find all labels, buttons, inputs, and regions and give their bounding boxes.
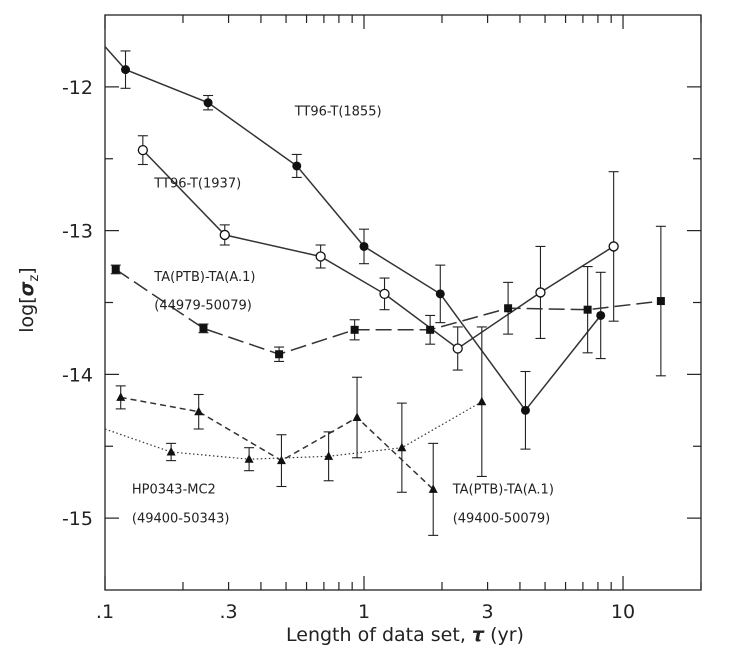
data-point [352, 412, 362, 421]
data-point [426, 325, 435, 334]
data-point [292, 161, 302, 171]
series-annotation: (44979-50079) [154, 299, 252, 314]
data-point [379, 288, 390, 300]
data-point [116, 392, 126, 401]
data-point [199, 324, 208, 333]
data-point [596, 310, 606, 320]
series-1 [137, 135, 619, 371]
y-tick-label: -13 [62, 221, 93, 243]
data-point [244, 454, 254, 463]
series-line [104, 401, 483, 460]
data-point [435, 289, 445, 299]
y-tick-label: -15 [62, 508, 93, 530]
data-point [477, 396, 487, 406]
series-annotation: TT96-T(1855) [294, 105, 382, 120]
x-tick-label: .1 [96, 601, 114, 623]
series-layer [104, 46, 666, 536]
data-point [276, 455, 286, 465]
data-point [608, 241, 619, 252]
data-point [359, 241, 369, 251]
series-annotation: TA(PTB)-TA(A.1) [452, 483, 554, 498]
data-point [111, 265, 120, 274]
data-point [121, 65, 131, 75]
data-point [315, 251, 326, 262]
data-point [203, 98, 213, 108]
data-point [324, 451, 334, 460]
data-point [219, 229, 230, 241]
series-annotation: TT96-T(1937) [153, 177, 241, 192]
series-line [115, 268, 661, 355]
x-tick-label: 10 [611, 601, 635, 623]
y-axis-title: log[σz] [16, 267, 42, 332]
data-point [350, 325, 359, 334]
y-axis-title-sub: z [27, 275, 42, 282]
y-tick-label: -12 [62, 77, 93, 99]
series-annotation: TA(PTB)-TA(A.1) [153, 270, 255, 285]
x-axis-title-text: Length of data set, [286, 624, 466, 646]
annotation-layer: TT96-T(1855) TT96-T(1937) TA(PTB)-TA(A.1) (… [132, 105, 554, 527]
series-0 [104, 46, 606, 450]
data-point [535, 287, 546, 298]
series-annotation: (49400-50079) [453, 511, 551, 526]
series-4 [104, 326, 487, 493]
data-point [275, 350, 284, 359]
data-point [452, 343, 463, 354]
data-point [137, 144, 148, 156]
data-point [504, 304, 513, 313]
data-point [194, 406, 204, 416]
x-tick-label: .3 [220, 601, 238, 623]
y-axis-title-text: log[ [16, 296, 38, 332]
data-point [166, 447, 176, 456]
x-axis-title-unit: (yr) [490, 624, 524, 646]
data-point [397, 442, 407, 452]
data-point [428, 484, 438, 493]
x-axis-title: Length of data set, τ (yr) [286, 624, 524, 646]
y-axis-title-close: ] [16, 267, 38, 274]
data-point [656, 297, 665, 306]
series-line [104, 46, 602, 412]
series-3 [115, 376, 439, 536]
x-tick-label: 1 [358, 601, 370, 623]
y-tick-label: -14 [62, 364, 93, 386]
data-point [520, 405, 530, 415]
y-axis-title-symbol: σ [16, 281, 38, 296]
data-point [583, 305, 592, 314]
x-tick-label: 3 [482, 601, 494, 623]
series-annotation: HP0343-MC2 [132, 483, 216, 498]
series-2 [110, 225, 666, 377]
x-axis-title-symbol: τ [472, 624, 485, 646]
series-annotation: (49400-50343) [132, 511, 230, 526]
axes-layer: -12 -13 -14 -15 .1 .3 1 3 10 [62, 15, 702, 623]
